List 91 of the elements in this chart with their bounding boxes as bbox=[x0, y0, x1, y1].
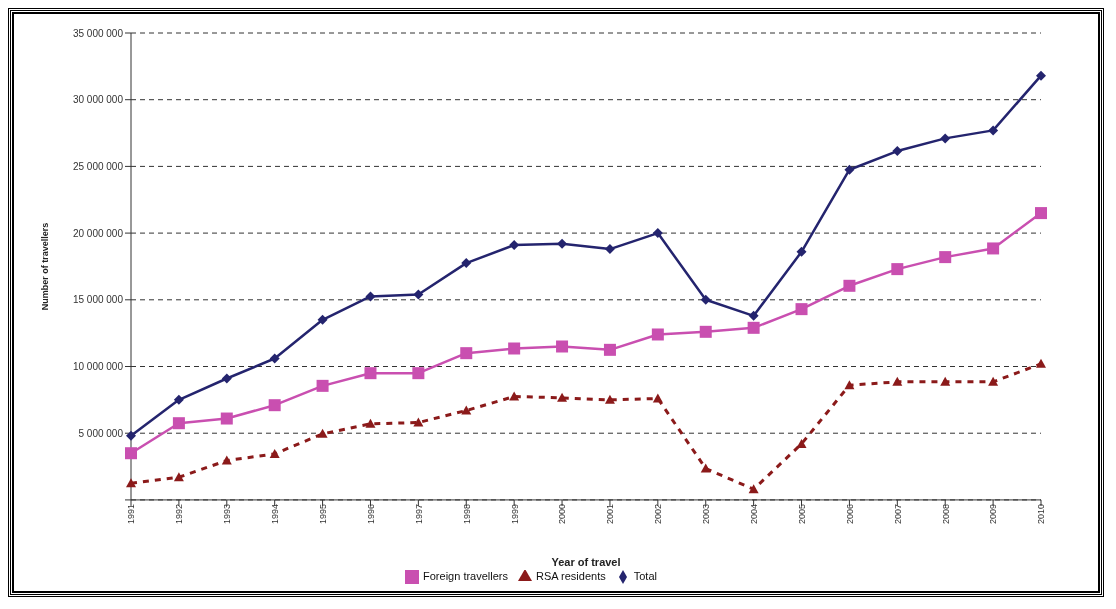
point bbox=[316, 379, 329, 392]
point bbox=[461, 258, 472, 269]
point bbox=[317, 428, 328, 438]
point bbox=[269, 353, 280, 364]
x-tick-label: 2004 bbox=[749, 503, 760, 524]
point bbox=[364, 367, 377, 380]
x-tick-label: 2009 bbox=[988, 503, 999, 524]
point bbox=[317, 314, 328, 325]
x-tick-label: 1991 bbox=[126, 503, 137, 524]
point bbox=[604, 394, 615, 404]
point bbox=[892, 146, 903, 157]
x-axis-title: Year of travel bbox=[551, 555, 621, 568]
point bbox=[509, 391, 520, 401]
y-tick-label: 15 000 000 bbox=[72, 294, 124, 306]
point bbox=[748, 484, 759, 494]
y-tick-label: 20 000 000 bbox=[72, 227, 124, 239]
point bbox=[125, 447, 137, 460]
point bbox=[365, 418, 376, 428]
y-tick-label: 35 000 000 bbox=[72, 27, 124, 39]
x-tick-label: 2002 bbox=[653, 503, 664, 524]
x-tick-label: 2008 bbox=[940, 503, 951, 524]
point bbox=[413, 289, 424, 300]
y-tick-label: 5 000 000 bbox=[78, 427, 124, 439]
point bbox=[700, 463, 711, 473]
x-tick-label: 2005 bbox=[796, 503, 807, 524]
point bbox=[173, 394, 184, 405]
x-tick-label: 1993 bbox=[222, 503, 233, 524]
x-tick-label: 1999 bbox=[509, 503, 520, 524]
point bbox=[652, 228, 663, 239]
point bbox=[557, 238, 568, 249]
x-tick-label: 1994 bbox=[270, 503, 281, 524]
point bbox=[461, 405, 472, 415]
y-axis-title: Number of travellers bbox=[40, 222, 51, 311]
x-tick-label: 2010 bbox=[1036, 503, 1047, 524]
point bbox=[603, 343, 616, 356]
point bbox=[891, 263, 904, 276]
point bbox=[557, 392, 568, 402]
point bbox=[126, 430, 136, 441]
point bbox=[126, 478, 136, 488]
point bbox=[892, 376, 903, 386]
x-tick-label: 2007 bbox=[892, 503, 903, 524]
point bbox=[268, 399, 281, 412]
point bbox=[747, 321, 760, 334]
point bbox=[795, 303, 808, 316]
point bbox=[988, 125, 999, 136]
point bbox=[460, 347, 473, 360]
x-tick-label: 2001 bbox=[605, 503, 616, 524]
point bbox=[1035, 207, 1047, 220]
point bbox=[987, 242, 1000, 255]
point bbox=[651, 328, 664, 341]
point bbox=[988, 376, 999, 386]
point bbox=[269, 448, 280, 458]
y-tick-label: 25 000 000 bbox=[72, 160, 124, 172]
point bbox=[556, 340, 569, 353]
point bbox=[1036, 358, 1046, 368]
point bbox=[412, 367, 425, 380]
y-tick-label: 10 000 000 bbox=[72, 361, 124, 373]
point bbox=[221, 455, 232, 465]
y-tick-label: 30 000 000 bbox=[72, 94, 124, 106]
x-tick-label: 2003 bbox=[701, 503, 712, 524]
x-tick-label: 1998 bbox=[461, 503, 472, 524]
point bbox=[700, 294, 711, 305]
point bbox=[508, 342, 521, 355]
x-tick-label: 1997 bbox=[413, 503, 424, 524]
legend-label: RSA residents bbox=[536, 569, 606, 582]
point bbox=[796, 438, 807, 448]
point bbox=[748, 310, 759, 321]
x-tick-label: 2000 bbox=[557, 503, 568, 524]
point bbox=[604, 244, 615, 255]
x-tick-label: 1992 bbox=[174, 503, 185, 524]
point bbox=[365, 291, 376, 302]
point bbox=[939, 251, 952, 264]
point bbox=[940, 376, 951, 386]
point bbox=[221, 373, 232, 384]
point bbox=[940, 133, 951, 144]
legend-label: Foreign travellers bbox=[423, 569, 509, 582]
point bbox=[843, 279, 856, 292]
point bbox=[1036, 70, 1046, 81]
point bbox=[844, 164, 855, 175]
point bbox=[220, 412, 233, 425]
point bbox=[844, 380, 855, 390]
legend-label: Total bbox=[633, 569, 657, 582]
point bbox=[172, 417, 185, 430]
x-tick-label: 1996 bbox=[365, 503, 376, 524]
x-tick-label: 2006 bbox=[844, 503, 855, 524]
x-tick-label: 1995 bbox=[317, 503, 328, 524]
point bbox=[413, 417, 424, 427]
point bbox=[796, 246, 807, 257]
point bbox=[699, 325, 712, 338]
point bbox=[173, 472, 184, 482]
point bbox=[652, 393, 663, 403]
